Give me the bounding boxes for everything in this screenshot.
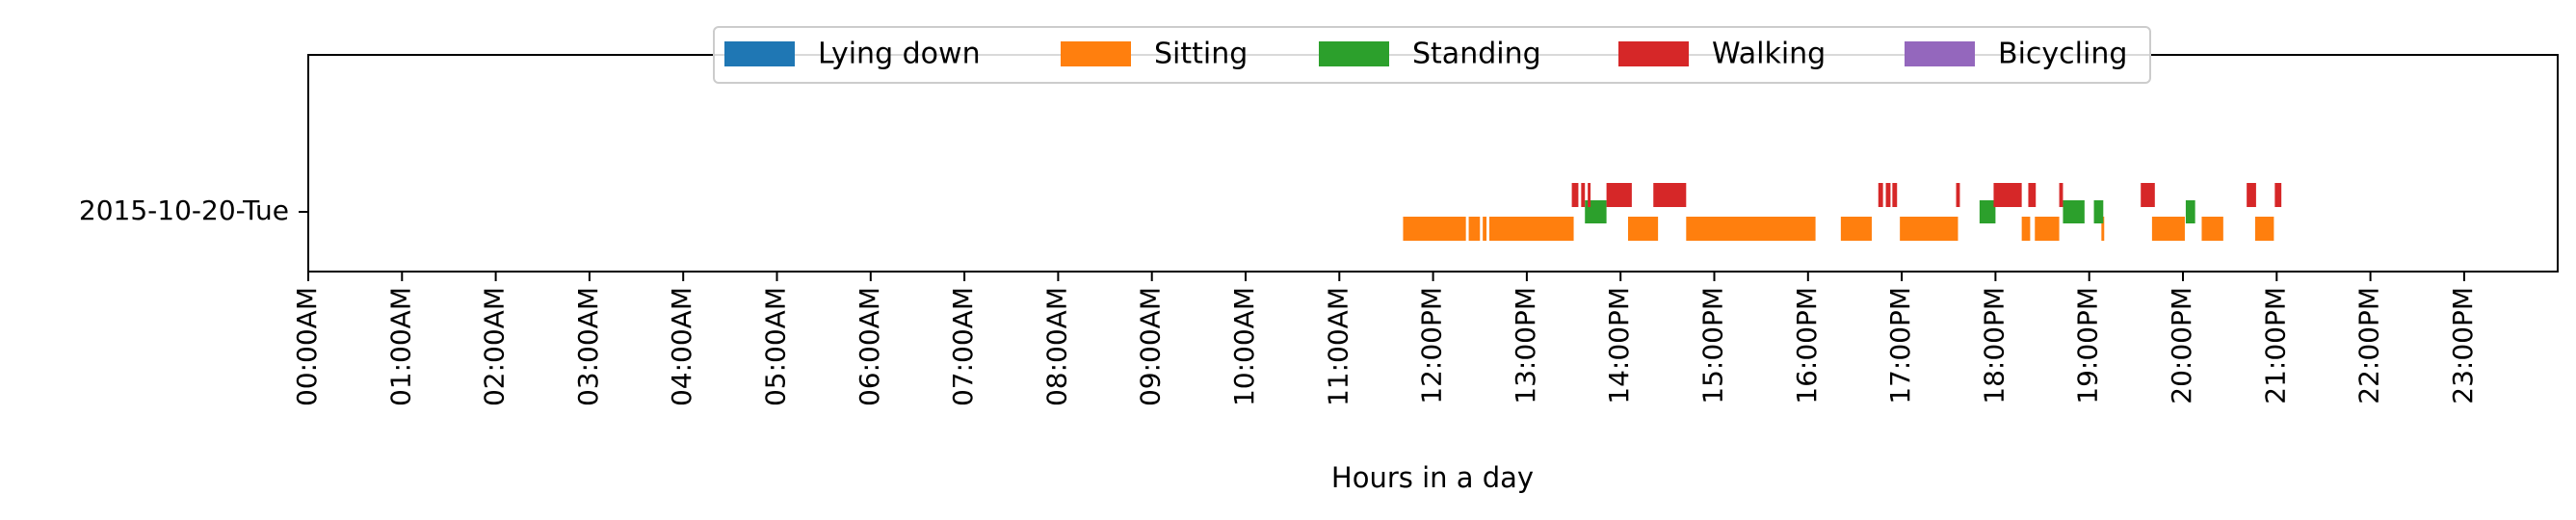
walking-bar xyxy=(1885,183,1891,207)
x-tick-label: 14:00PM xyxy=(1603,287,1635,404)
legend-label-lying-down: Lying down xyxy=(818,38,981,71)
walking-bar xyxy=(1588,183,1591,207)
sitting-bar xyxy=(1468,217,1481,241)
sitting-bar xyxy=(1686,217,1816,241)
walking-bar xyxy=(2059,183,2063,207)
x-tick-label: 20:00PM xyxy=(2166,287,2197,404)
sitting-bar xyxy=(1840,217,1872,241)
standing-bar xyxy=(2093,200,2104,223)
legend-swatch-lying-down xyxy=(724,41,795,66)
legend-label-bicycling: Bicycling xyxy=(1998,38,2127,71)
walking-bar xyxy=(1571,183,1579,207)
x-tick-label: 03:00AM xyxy=(572,287,604,406)
x-tick-label: 07:00AM xyxy=(947,287,979,406)
legend-box xyxy=(713,26,2151,84)
walking-bar xyxy=(1956,183,1960,207)
x-tick-label: 01:00AM xyxy=(384,287,416,406)
sitting-bar xyxy=(2021,217,2031,241)
sitting-bar xyxy=(2035,217,2060,241)
x-tick-label: 10:00AM xyxy=(1228,287,1260,406)
walking-bar xyxy=(2141,183,2155,207)
sitting-bar xyxy=(1627,217,1659,241)
x-tick-label: 12:00PM xyxy=(1416,287,1448,404)
walking-bar xyxy=(1878,183,1883,207)
activity-bars xyxy=(1403,183,2282,241)
standing-bar xyxy=(1979,200,1996,223)
y-tick-label: 2015-10-20-Tue xyxy=(79,195,289,226)
x-tick-label: 18:00PM xyxy=(1978,287,2010,404)
x-axis-ticks: 00:00AM 01:00AM 02:00AM 03:00AM 04:00AM 05:00… xyxy=(291,272,2479,406)
legend-swatch-sitting xyxy=(1061,41,1131,66)
sitting-bar xyxy=(2151,217,2185,241)
x-tick-label: 02:00AM xyxy=(479,287,511,406)
legend-swatch-walking xyxy=(1618,41,1689,66)
x-tick-label: 00:00AM xyxy=(291,287,323,406)
x-tick-label: 11:00AM xyxy=(1322,287,1354,406)
x-tick-label: 16:00PM xyxy=(1791,287,1823,404)
legend-label-standing: Standing xyxy=(1412,38,1541,71)
walking-bar xyxy=(1892,183,1898,207)
walking-bar xyxy=(1606,183,1632,207)
x-axis-label: Hours in a day xyxy=(1331,461,1534,494)
standing-bar xyxy=(2063,200,2085,223)
x-tick-label: 15:00PM xyxy=(1697,287,1729,404)
x-tick-label: 09:00AM xyxy=(1135,287,1167,406)
legend-swatch-standing xyxy=(1319,41,1389,66)
legend-label-sitting: Sitting xyxy=(1154,38,1248,71)
sitting-bar xyxy=(2254,217,2274,241)
x-tick-label: 23:00PM xyxy=(2447,287,2479,404)
walking-bar xyxy=(1581,183,1586,207)
walking-bar xyxy=(1993,183,2022,207)
x-tick-label: 04:00AM xyxy=(666,287,697,406)
sitting-bar xyxy=(1403,217,1466,241)
walking-bar xyxy=(2028,183,2037,207)
sitting-bar xyxy=(1488,217,1574,241)
legend-label-walking: Walking xyxy=(1712,38,1826,71)
x-tick-label: 06:00AM xyxy=(854,287,885,406)
x-tick-label: 22:00PM xyxy=(2353,287,2385,404)
walking-bar xyxy=(2247,183,2256,207)
standing-bar xyxy=(2185,200,2195,223)
sitting-bar xyxy=(2201,217,2223,241)
sitting-bar xyxy=(1483,217,1487,241)
x-tick-label: 21:00PM xyxy=(2259,287,2291,404)
legend: Lying down Sitting Standing Walking Bicyclin… xyxy=(713,26,2151,84)
sitting-bar xyxy=(1900,217,1958,241)
x-tick-label: 19:00PM xyxy=(2072,287,2104,404)
x-tick-label: 08:00AM xyxy=(1040,287,1072,406)
sitting-bar xyxy=(2101,217,2105,241)
walking-bar xyxy=(1653,183,1687,207)
walking-bar xyxy=(2274,183,2282,207)
x-tick-label: 13:00PM xyxy=(1510,287,1541,404)
x-tick-label: 05:00AM xyxy=(760,287,792,406)
legend-swatch-bicycling xyxy=(1905,41,1975,66)
x-tick-label: 17:00PM xyxy=(1884,287,1916,404)
